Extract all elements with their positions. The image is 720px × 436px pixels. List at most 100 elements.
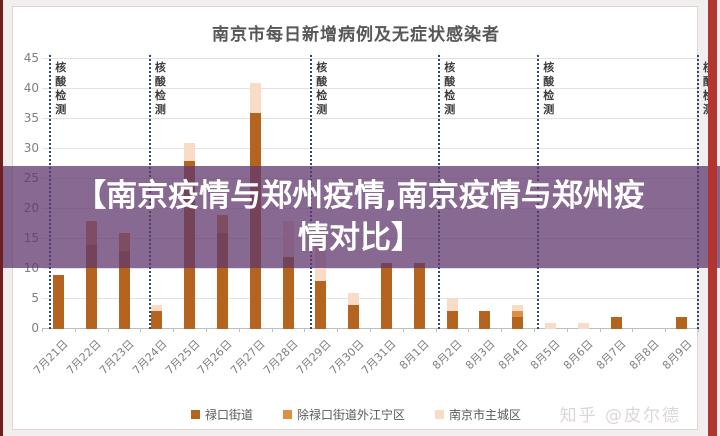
x-tickmark — [42, 329, 43, 332]
legend-label: 禄口街道 — [204, 408, 253, 422]
legend-label: 除禄口街道外江宁区 — [296, 408, 405, 422]
bar-segment — [151, 311, 163, 329]
headline-overlay: 【南京疫情与郑州疫情,南京疫情与郑州疫 情对比】 — [0, 166, 720, 268]
bar-segment — [577, 323, 589, 329]
x-tickmark — [370, 329, 371, 332]
bar-segment — [610, 317, 622, 329]
bar-segment — [676, 317, 688, 329]
x-tickmark — [140, 329, 142, 332]
bar-segment — [512, 311, 524, 317]
legend-swatch — [190, 410, 200, 419]
legend-item: 南京市主城区 — [435, 406, 521, 423]
bar-segment — [413, 263, 425, 329]
gridline — [42, 58, 698, 59]
x-tick-label: 7月22日 — [64, 337, 104, 378]
bar-segment — [52, 275, 64, 329]
x-tickmark — [698, 329, 699, 332]
x-tick-label: 8月2日 — [429, 337, 465, 373]
x-tick-label: 8月9日 — [659, 337, 695, 373]
x-tickmark — [566, 329, 568, 332]
chart-title: 南京市每日新增病例及无症状感染者 — [212, 25, 500, 45]
x-tick-label: 7月29日 — [293, 337, 334, 378]
legend-label: 南京市主城区 — [449, 408, 522, 422]
gridline — [42, 118, 698, 119]
legend-item: 禄口街道 — [190, 406, 253, 423]
bar-segment — [380, 263, 392, 329]
nat-test-label: 核酸检测 — [444, 61, 456, 116]
x-tickmark — [435, 329, 437, 332]
x-tick-label: 8月5日 — [528, 337, 564, 373]
y-tick-label: 0 — [31, 321, 39, 335]
bar-segment — [348, 305, 360, 329]
chart-legend: 禄口街道 除禄口街道外江宁区 南京市主城区 — [13, 406, 699, 423]
x-tickmark — [665, 329, 667, 332]
bar-segment — [282, 257, 294, 329]
bar-segment — [184, 143, 196, 161]
y-tick-label: 35 — [23, 111, 39, 125]
x-tick-label: 7月27日 — [228, 337, 268, 378]
nat-test-label: 核酸检测 — [154, 61, 166, 116]
x-tick-label: 7月26日 — [195, 337, 236, 378]
x-tick-label: 7月28日 — [261, 337, 301, 378]
x-tick-label: 8月3日 — [462, 337, 498, 373]
x-tick-label: 7月24日 — [129, 337, 170, 378]
x-tickmark — [271, 329, 273, 332]
gridline — [42, 298, 698, 299]
x-tick-label: 8月8日 — [626, 337, 662, 373]
x-tick-label: 7月21日 — [31, 337, 72, 378]
x-tickmark — [107, 329, 109, 332]
bar-segment — [315, 281, 327, 329]
bar-segment — [479, 311, 491, 329]
x-tickmark — [632, 329, 634, 332]
headline-line-1: 【南京疫情与郑州疫情,南京疫情与郑州疫 — [75, 178, 645, 214]
bar-segment — [151, 305, 163, 311]
watermark-zhihu: 知乎 @皮尔德 — [559, 406, 681, 426]
x-axis-line — [42, 328, 698, 329]
bar-segment — [512, 305, 524, 311]
x-tickmark — [402, 329, 404, 332]
legend-swatch — [435, 410, 444, 419]
headline-line-2: 情对比】 — [298, 220, 422, 256]
bar-segment — [544, 323, 556, 329]
nat-test-label: 核酸检测 — [543, 61, 555, 116]
legend-item: 除禄口街道外江宁区 — [282, 406, 405, 423]
x-tickmark — [304, 329, 306, 332]
y-tick-label: 5 — [31, 291, 39, 305]
gridline — [42, 148, 698, 149]
left-red-stripe — [0, 0, 3, 436]
bar-segment — [249, 83, 261, 113]
x-tickmark — [206, 329, 207, 332]
bar-segment — [512, 317, 524, 329]
bar-segment — [348, 293, 360, 305]
bar-segment — [216, 233, 228, 329]
x-tick-label: 8月1日 — [397, 337, 432, 373]
nat-test-label: 核酸检测 — [55, 61, 67, 116]
x-tick-label: 7月23日 — [97, 337, 137, 378]
x-tickmark — [238, 329, 240, 332]
y-tick-label: 30 — [23, 141, 39, 155]
bar-segment — [85, 245, 97, 329]
legend-swatch — [282, 410, 292, 419]
x-tickmark — [534, 329, 535, 332]
gridline — [42, 268, 698, 269]
x-tickmark — [173, 329, 175, 332]
nat-test-label: 核酸检测 — [316, 61, 328, 116]
bar-segment — [446, 299, 458, 311]
x-tickmark — [337, 329, 339, 332]
bar-segment — [446, 311, 458, 329]
x-tickmark — [468, 329, 470, 332]
bar-segment — [118, 251, 130, 329]
x-tick-label: 8月4日 — [495, 337, 531, 373]
x-tick-label: 7月30日 — [326, 337, 367, 378]
x-tick-label: 8月6日 — [561, 337, 596, 373]
x-tickmark — [599, 329, 601, 332]
x-tick-label: 7月31日 — [359, 337, 400, 378]
right-red-stripe — [708, 0, 717, 436]
y-tick-label: 40 — [23, 81, 39, 95]
x-tickmark — [501, 329, 503, 332]
x-tick-label: 8月7日 — [593, 337, 629, 373]
y-tick-label: 45 — [23, 51, 39, 65]
x-tickmark — [74, 329, 76, 332]
x-tick-label: 7月25日 — [162, 337, 203, 378]
